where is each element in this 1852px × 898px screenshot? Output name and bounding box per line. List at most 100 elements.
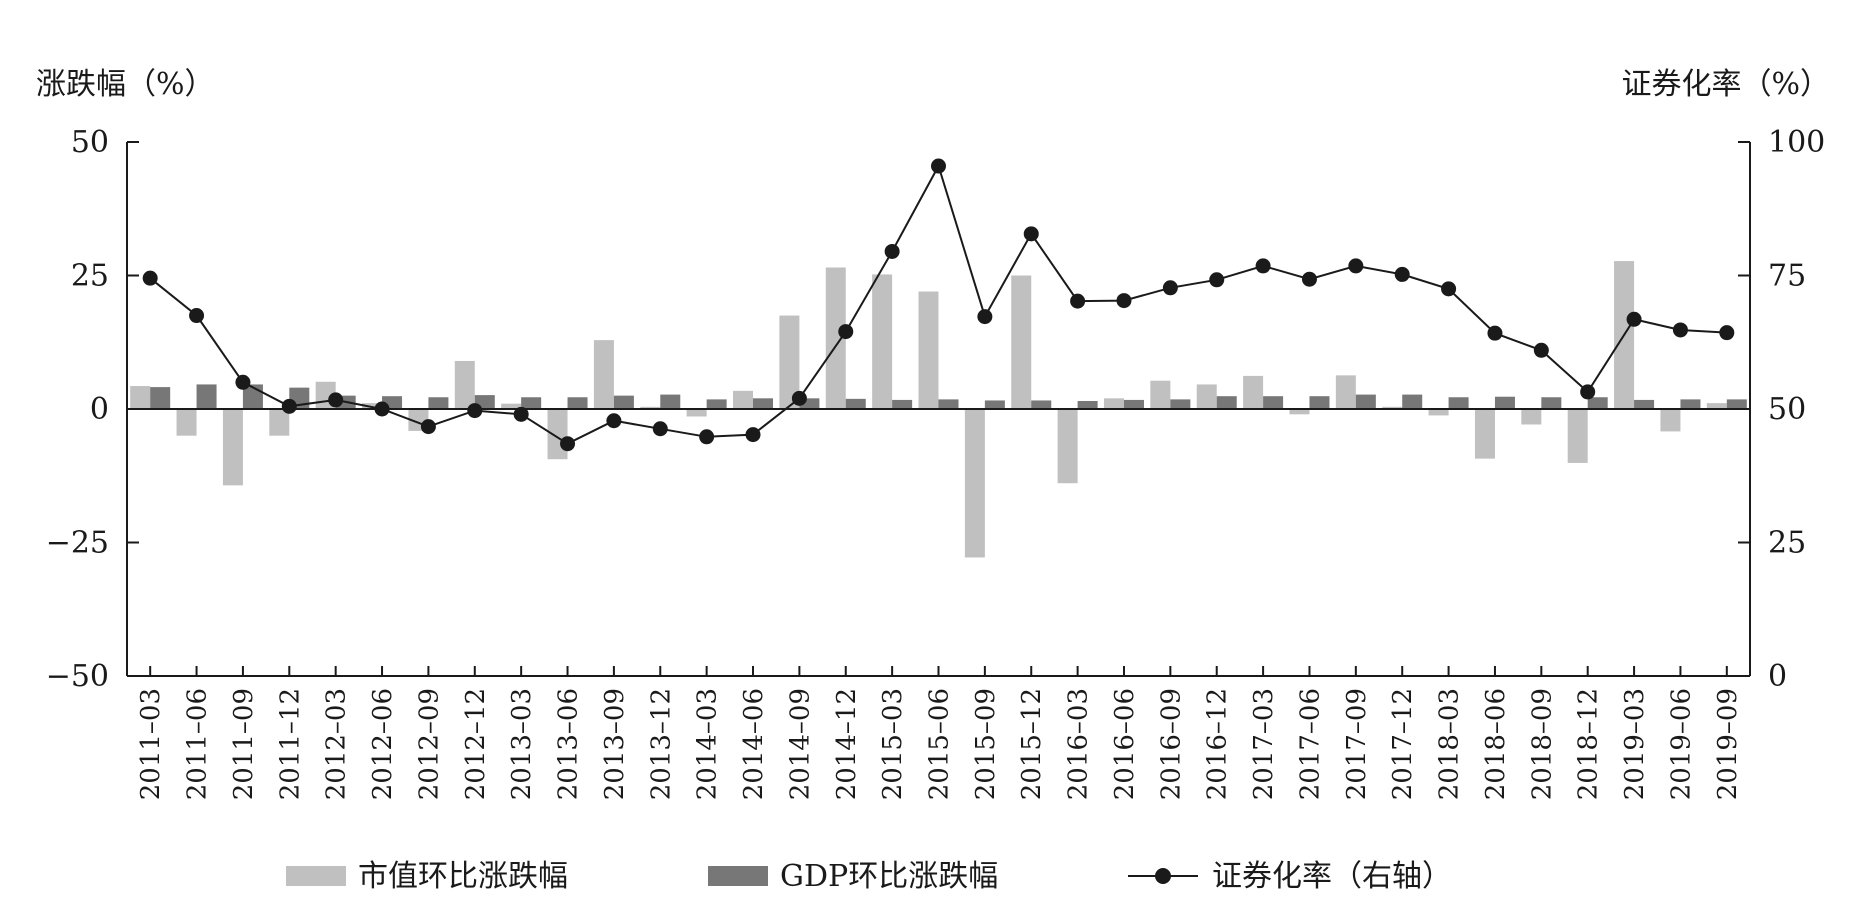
- point-securitization: [1070, 293, 1086, 309]
- bar-gdp: [892, 399, 913, 409]
- x-tick-label: 2015–03: [878, 688, 908, 800]
- point-securitization: [467, 403, 483, 419]
- bar-market-value: [1706, 403, 1727, 409]
- bar-gdp: [1634, 399, 1655, 409]
- x-tick-label: 2012–12: [461, 688, 491, 800]
- point-securitization: [1533, 342, 1549, 358]
- point-securitization: [1394, 266, 1410, 282]
- legend-swatch-market-value: [286, 866, 346, 886]
- x-tick-label: 2014–06: [739, 688, 769, 800]
- point-securitization: [513, 406, 529, 422]
- legend: 市值环比涨跌幅 GDP环比涨跌幅 证券化率（右轴）: [286, 859, 1452, 894]
- line-series-layer: [142, 158, 1735, 452]
- point-securitization: [838, 324, 854, 340]
- x-tick-label: 2016–06: [1110, 688, 1140, 800]
- bar-market-value: [1474, 409, 1495, 459]
- point-securitization: [142, 270, 158, 286]
- bar-gdp: [706, 399, 727, 409]
- bar-gdp: [1726, 399, 1747, 409]
- x-tick-label: 2013–03: [507, 688, 537, 800]
- bar-market-value: [454, 360, 475, 409]
- bar-market-value: [779, 315, 800, 409]
- bar-market-value: [686, 409, 707, 417]
- bar-gdp: [567, 397, 588, 409]
- y-right-tick-label: 75: [1768, 259, 1806, 294]
- bar-market-value: [269, 409, 290, 436]
- bar-gdp: [1448, 397, 1469, 409]
- bar-gdp: [984, 400, 1005, 409]
- bar-market-value: [1382, 406, 1403, 409]
- x-tick-label: 2019–09: [1713, 688, 1743, 800]
- bar-market-value: [733, 390, 754, 409]
- point-securitization: [420, 419, 436, 435]
- bar-market-value: [640, 406, 661, 409]
- y-left-tick-label: −50: [46, 659, 109, 694]
- point-securitization: [791, 390, 807, 406]
- point-securitization: [977, 309, 993, 325]
- bar-gdp: [1680, 399, 1701, 409]
- legend-marker-securitization: [1155, 868, 1171, 884]
- x-tick-label: 2011–03: [136, 688, 166, 800]
- y-axis-right-label: 证券化率（%）: [1621, 67, 1830, 102]
- point-securitization: [1162, 280, 1178, 296]
- bar-gdp: [1170, 399, 1191, 409]
- x-tick-label: 2017–06: [1295, 688, 1325, 800]
- bar-market-value: [1289, 409, 1310, 415]
- x-tick-label: 2018–06: [1481, 688, 1511, 800]
- bar-market-value: [872, 274, 893, 409]
- point-securitization: [1348, 258, 1364, 274]
- bar-gdp: [1309, 396, 1330, 409]
- x-tick-label: 2015–06: [925, 688, 955, 800]
- bar-gdp: [1216, 396, 1237, 409]
- point-securitization: [1672, 322, 1688, 338]
- point-securitization: [1255, 258, 1271, 274]
- point-securitization: [560, 436, 576, 452]
- point-securitization: [328, 392, 344, 408]
- x-tick-label: 2013–06: [554, 688, 584, 800]
- bar-market-value: [1103, 398, 1124, 409]
- bar-gdp: [1402, 394, 1423, 409]
- bar-market-value: [1196, 384, 1217, 409]
- point-securitization: [374, 401, 390, 417]
- x-tick-label: 2017–09: [1342, 688, 1372, 800]
- x-tick-label: 2016–12: [1203, 688, 1233, 800]
- x-tick-label: 2014–03: [693, 688, 723, 800]
- bar-market-value: [1057, 409, 1078, 484]
- y-right-tick-label: 0: [1768, 659, 1787, 694]
- point-securitization: [1580, 384, 1596, 400]
- y-axis-left-label: 涨跌幅（%）: [36, 67, 215, 102]
- bar-market-value: [1011, 275, 1032, 409]
- bar-market-value: [1243, 375, 1264, 409]
- point-securitization: [606, 413, 622, 429]
- x-tick-label: 2013–09: [600, 688, 630, 800]
- y-left-tick-label: −25: [46, 526, 109, 561]
- x-tick-label: 2016–03: [1064, 688, 1094, 800]
- bar-gdp: [1355, 394, 1376, 409]
- bar-gdp: [150, 387, 171, 409]
- bar-gdp: [845, 398, 866, 409]
- point-securitization: [745, 427, 761, 443]
- point-securitization: [1719, 325, 1735, 341]
- point-securitization: [699, 429, 715, 445]
- point-securitization: [1116, 293, 1132, 309]
- x-tick-label: 2012–03: [322, 688, 352, 800]
- x-tick-label: 2018–03: [1435, 688, 1465, 800]
- bar-gdp: [1263, 396, 1284, 409]
- bar-gdp: [660, 394, 681, 409]
- x-tick-label: 2015–12: [1017, 688, 1047, 800]
- x-tick-label: 2011–09: [229, 688, 259, 800]
- bar-gdp: [1587, 397, 1608, 409]
- bar-gdp: [428, 397, 449, 409]
- x-tick-label: 2019–06: [1666, 688, 1696, 800]
- axes-layer: [126, 142, 1751, 677]
- x-tick-label: 2016–09: [1156, 688, 1186, 800]
- bar-gdp: [1541, 397, 1562, 409]
- bar-gdp: [753, 398, 774, 409]
- bar-market-value: [825, 267, 846, 409]
- bar-market-value: [1521, 409, 1542, 425]
- legend-label-securitization: 证券化率（右轴）: [1212, 859, 1452, 894]
- bar-market-value: [176, 409, 197, 436]
- bar-gdp: [196, 384, 217, 409]
- x-tick-label: 2012–09: [414, 688, 444, 800]
